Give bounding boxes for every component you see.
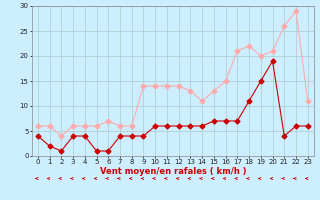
- X-axis label: Vent moyen/en rafales ( km/h ): Vent moyen/en rafales ( km/h ): [100, 167, 246, 176]
